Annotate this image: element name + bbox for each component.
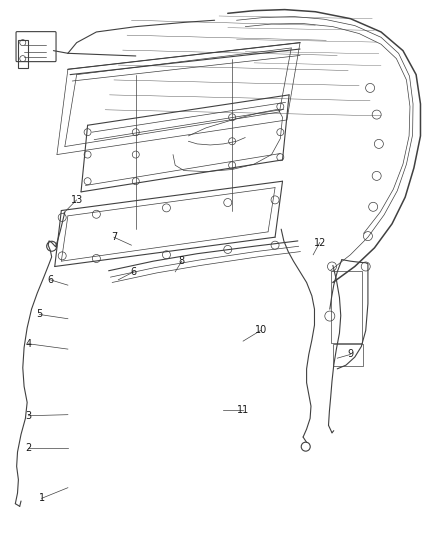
Text: 10: 10 bbox=[254, 326, 267, 335]
Text: 6: 6 bbox=[47, 275, 53, 285]
Text: 13: 13 bbox=[71, 195, 83, 205]
Bar bbox=[331, 271, 362, 343]
Text: 4: 4 bbox=[25, 339, 32, 349]
Text: 9: 9 bbox=[347, 350, 353, 359]
Text: 7: 7 bbox=[111, 232, 117, 242]
Bar bbox=[18, 40, 28, 68]
Text: 2: 2 bbox=[25, 443, 32, 453]
Text: 12: 12 bbox=[314, 238, 326, 247]
Text: 8: 8 bbox=[179, 256, 185, 266]
Text: 6: 6 bbox=[131, 267, 137, 277]
Text: 1: 1 bbox=[39, 494, 45, 503]
Text: 5: 5 bbox=[36, 310, 42, 319]
Text: 11: 11 bbox=[237, 406, 249, 415]
Text: 3: 3 bbox=[25, 411, 32, 421]
Bar bbox=[333, 344, 363, 366]
